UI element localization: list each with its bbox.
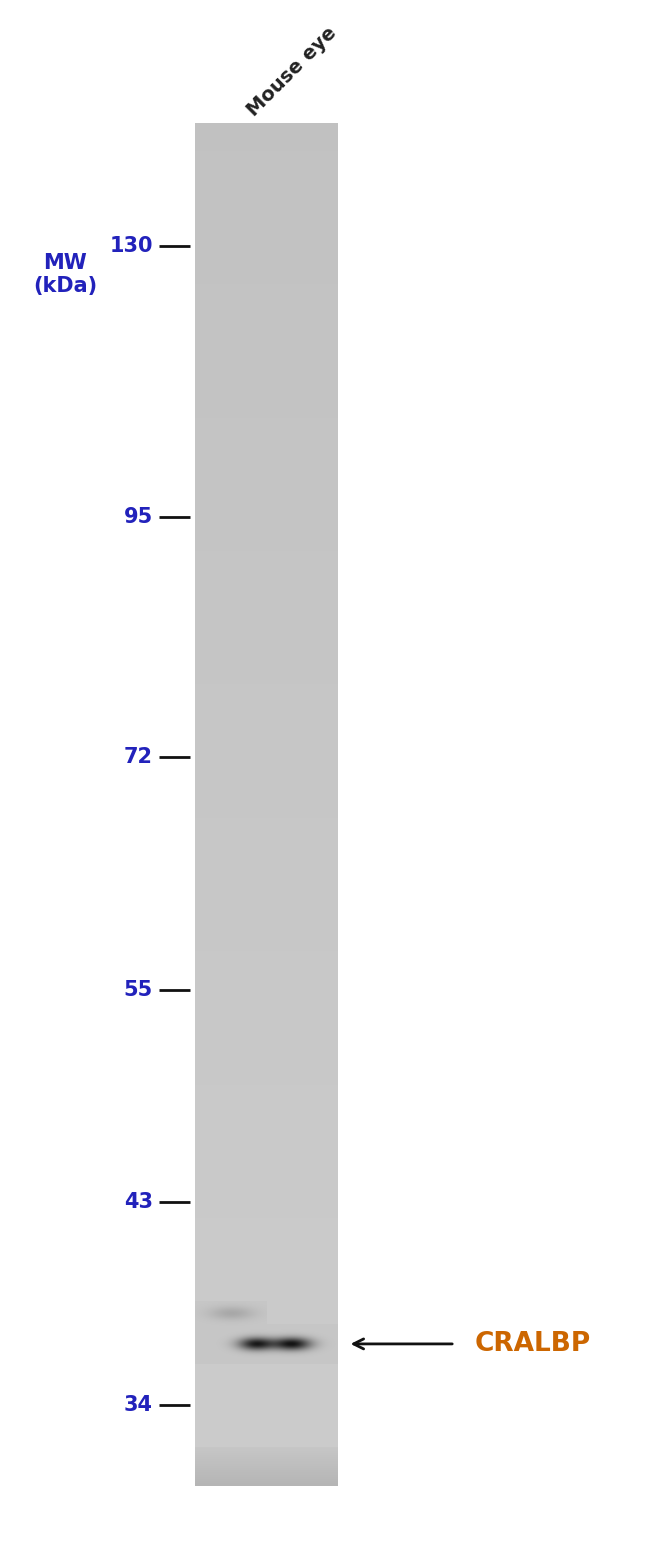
- Text: Mouse eye: Mouse eye: [243, 23, 340, 121]
- Text: 34: 34: [124, 1395, 153, 1416]
- Text: MW
(kDa): MW (kDa): [33, 254, 97, 297]
- Text: 95: 95: [124, 507, 153, 528]
- Text: 55: 55: [124, 979, 153, 999]
- Text: 43: 43: [124, 1193, 153, 1213]
- Text: CRALBP: CRALBP: [474, 1330, 591, 1357]
- Text: 72: 72: [124, 747, 153, 767]
- Text: 130: 130: [109, 237, 153, 257]
